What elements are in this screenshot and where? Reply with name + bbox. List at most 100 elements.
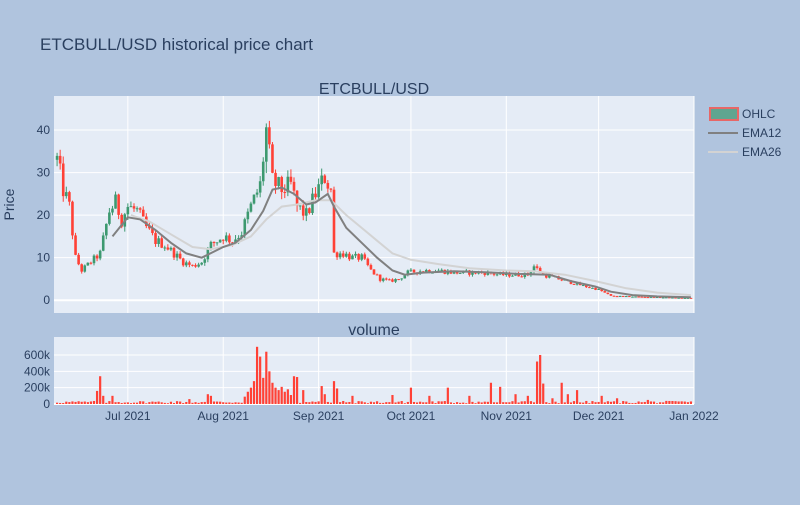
candle-body	[132, 206, 136, 209]
volume-bar	[92, 400, 96, 404]
candle-body	[166, 247, 170, 250]
volume-bar	[86, 402, 89, 404]
legend-item-ohlc[interactable]: OHLC	[709, 107, 776, 121]
volume-bar	[431, 401, 434, 404]
volume-bar	[209, 395, 213, 404]
candle-body	[305, 208, 308, 216]
volume-bar	[655, 403, 659, 404]
volume-bar	[489, 382, 493, 404]
volume-bar	[114, 402, 117, 404]
candle-body	[400, 278, 403, 280]
price-panel-subtitle: ETCBULL/USD	[319, 81, 429, 98]
volume-bar	[259, 356, 262, 404]
volume-bar	[148, 402, 151, 404]
candle-body	[545, 274, 548, 278]
candle-body	[560, 279, 563, 281]
candle-body	[129, 206, 133, 208]
candle-body	[428, 269, 431, 273]
legend-item-ema12[interactable]: EMA12	[708, 126, 782, 140]
legend-item-ema26[interactable]: EMA26	[708, 145, 782, 159]
candle-body	[606, 292, 610, 295]
volume-bar	[117, 402, 120, 404]
volume-bar	[108, 401, 111, 404]
volume-bar	[640, 402, 643, 404]
volume-bar	[606, 401, 609, 404]
x-tick-label: Aug 2021	[198, 409, 250, 423]
x-tick-label: Dec 2021	[573, 409, 625, 423]
volume-bar	[151, 401, 154, 404]
volume-bar	[175, 401, 179, 404]
volume-bar	[542, 383, 545, 404]
candle-body	[225, 235, 228, 241]
volume-bar	[62, 403, 65, 404]
volume-bar	[406, 401, 409, 404]
candle-body	[74, 235, 77, 255]
volume-bar	[71, 401, 74, 404]
price-axis-label: Price	[1, 188, 17, 220]
volume-bar	[477, 401, 480, 404]
volume-bar	[437, 401, 440, 404]
volume-bar	[228, 402, 231, 404]
volume-panel-subtitle: volume	[348, 322, 400, 339]
volume-bar	[308, 402, 311, 404]
price-tick-label: 40	[37, 123, 51, 137]
volume-bar	[539, 354, 542, 404]
candle-body	[357, 253, 360, 260]
volume-bar	[652, 401, 656, 404]
candle-body	[326, 182, 330, 189]
price-plot-area	[54, 96, 694, 313]
candle-body	[649, 296, 653, 298]
legend[interactable]: OHLC EMA12 EMA26	[708, 107, 782, 159]
candle-body	[585, 285, 588, 288]
candle-body	[141, 209, 145, 217]
volume-bar	[400, 401, 403, 404]
volume-bar	[102, 395, 105, 404]
volume-bar	[342, 400, 345, 404]
candle-body	[612, 295, 616, 297]
volume-tick-label: 200k	[24, 381, 51, 395]
volume-bar	[391, 395, 394, 404]
volume-bar	[674, 401, 677, 404]
candle-body	[135, 208, 139, 210]
candle-body	[471, 271, 474, 275]
candle-body	[243, 219, 247, 236]
candle-body	[157, 238, 160, 244]
volume-bar	[585, 400, 588, 404]
candle-body	[274, 172, 277, 186]
candle-body	[126, 206, 130, 215]
candle-body	[680, 297, 683, 299]
candle-body	[646, 297, 650, 299]
x-tick-label: Jan 2022	[669, 409, 719, 423]
volume-bar	[566, 394, 569, 404]
volume-bar	[55, 402, 59, 404]
candle-body	[351, 255, 354, 260]
candle-body	[394, 279, 397, 282]
volume-bar	[659, 402, 662, 404]
candle-body	[372, 269, 376, 275]
volume-bar	[231, 402, 234, 404]
volume-bar	[415, 402, 419, 404]
candle-body	[575, 282, 579, 285]
volume-bar	[677, 401, 680, 404]
volume-bar	[526, 395, 529, 404]
candle-body	[212, 241, 216, 244]
volume-bar	[643, 401, 646, 404]
legend-label: EMA12	[742, 126, 782, 140]
volume-bar	[480, 402, 483, 404]
candle-body	[234, 239, 237, 243]
candle-body	[661, 297, 665, 299]
candle-body	[458, 272, 462, 274]
candle-body	[686, 297, 690, 299]
candle-body	[92, 255, 96, 264]
candle-body	[440, 269, 443, 271]
volume-bar	[628, 402, 631, 404]
candle-body	[677, 297, 680, 299]
candle-body	[360, 254, 363, 260]
volume-bar	[505, 402, 508, 404]
volume-bar	[594, 402, 597, 404]
volume-bar	[554, 401, 557, 404]
candle-body	[425, 269, 428, 272]
volume-bar	[182, 403, 185, 404]
volume-bar	[74, 401, 77, 404]
